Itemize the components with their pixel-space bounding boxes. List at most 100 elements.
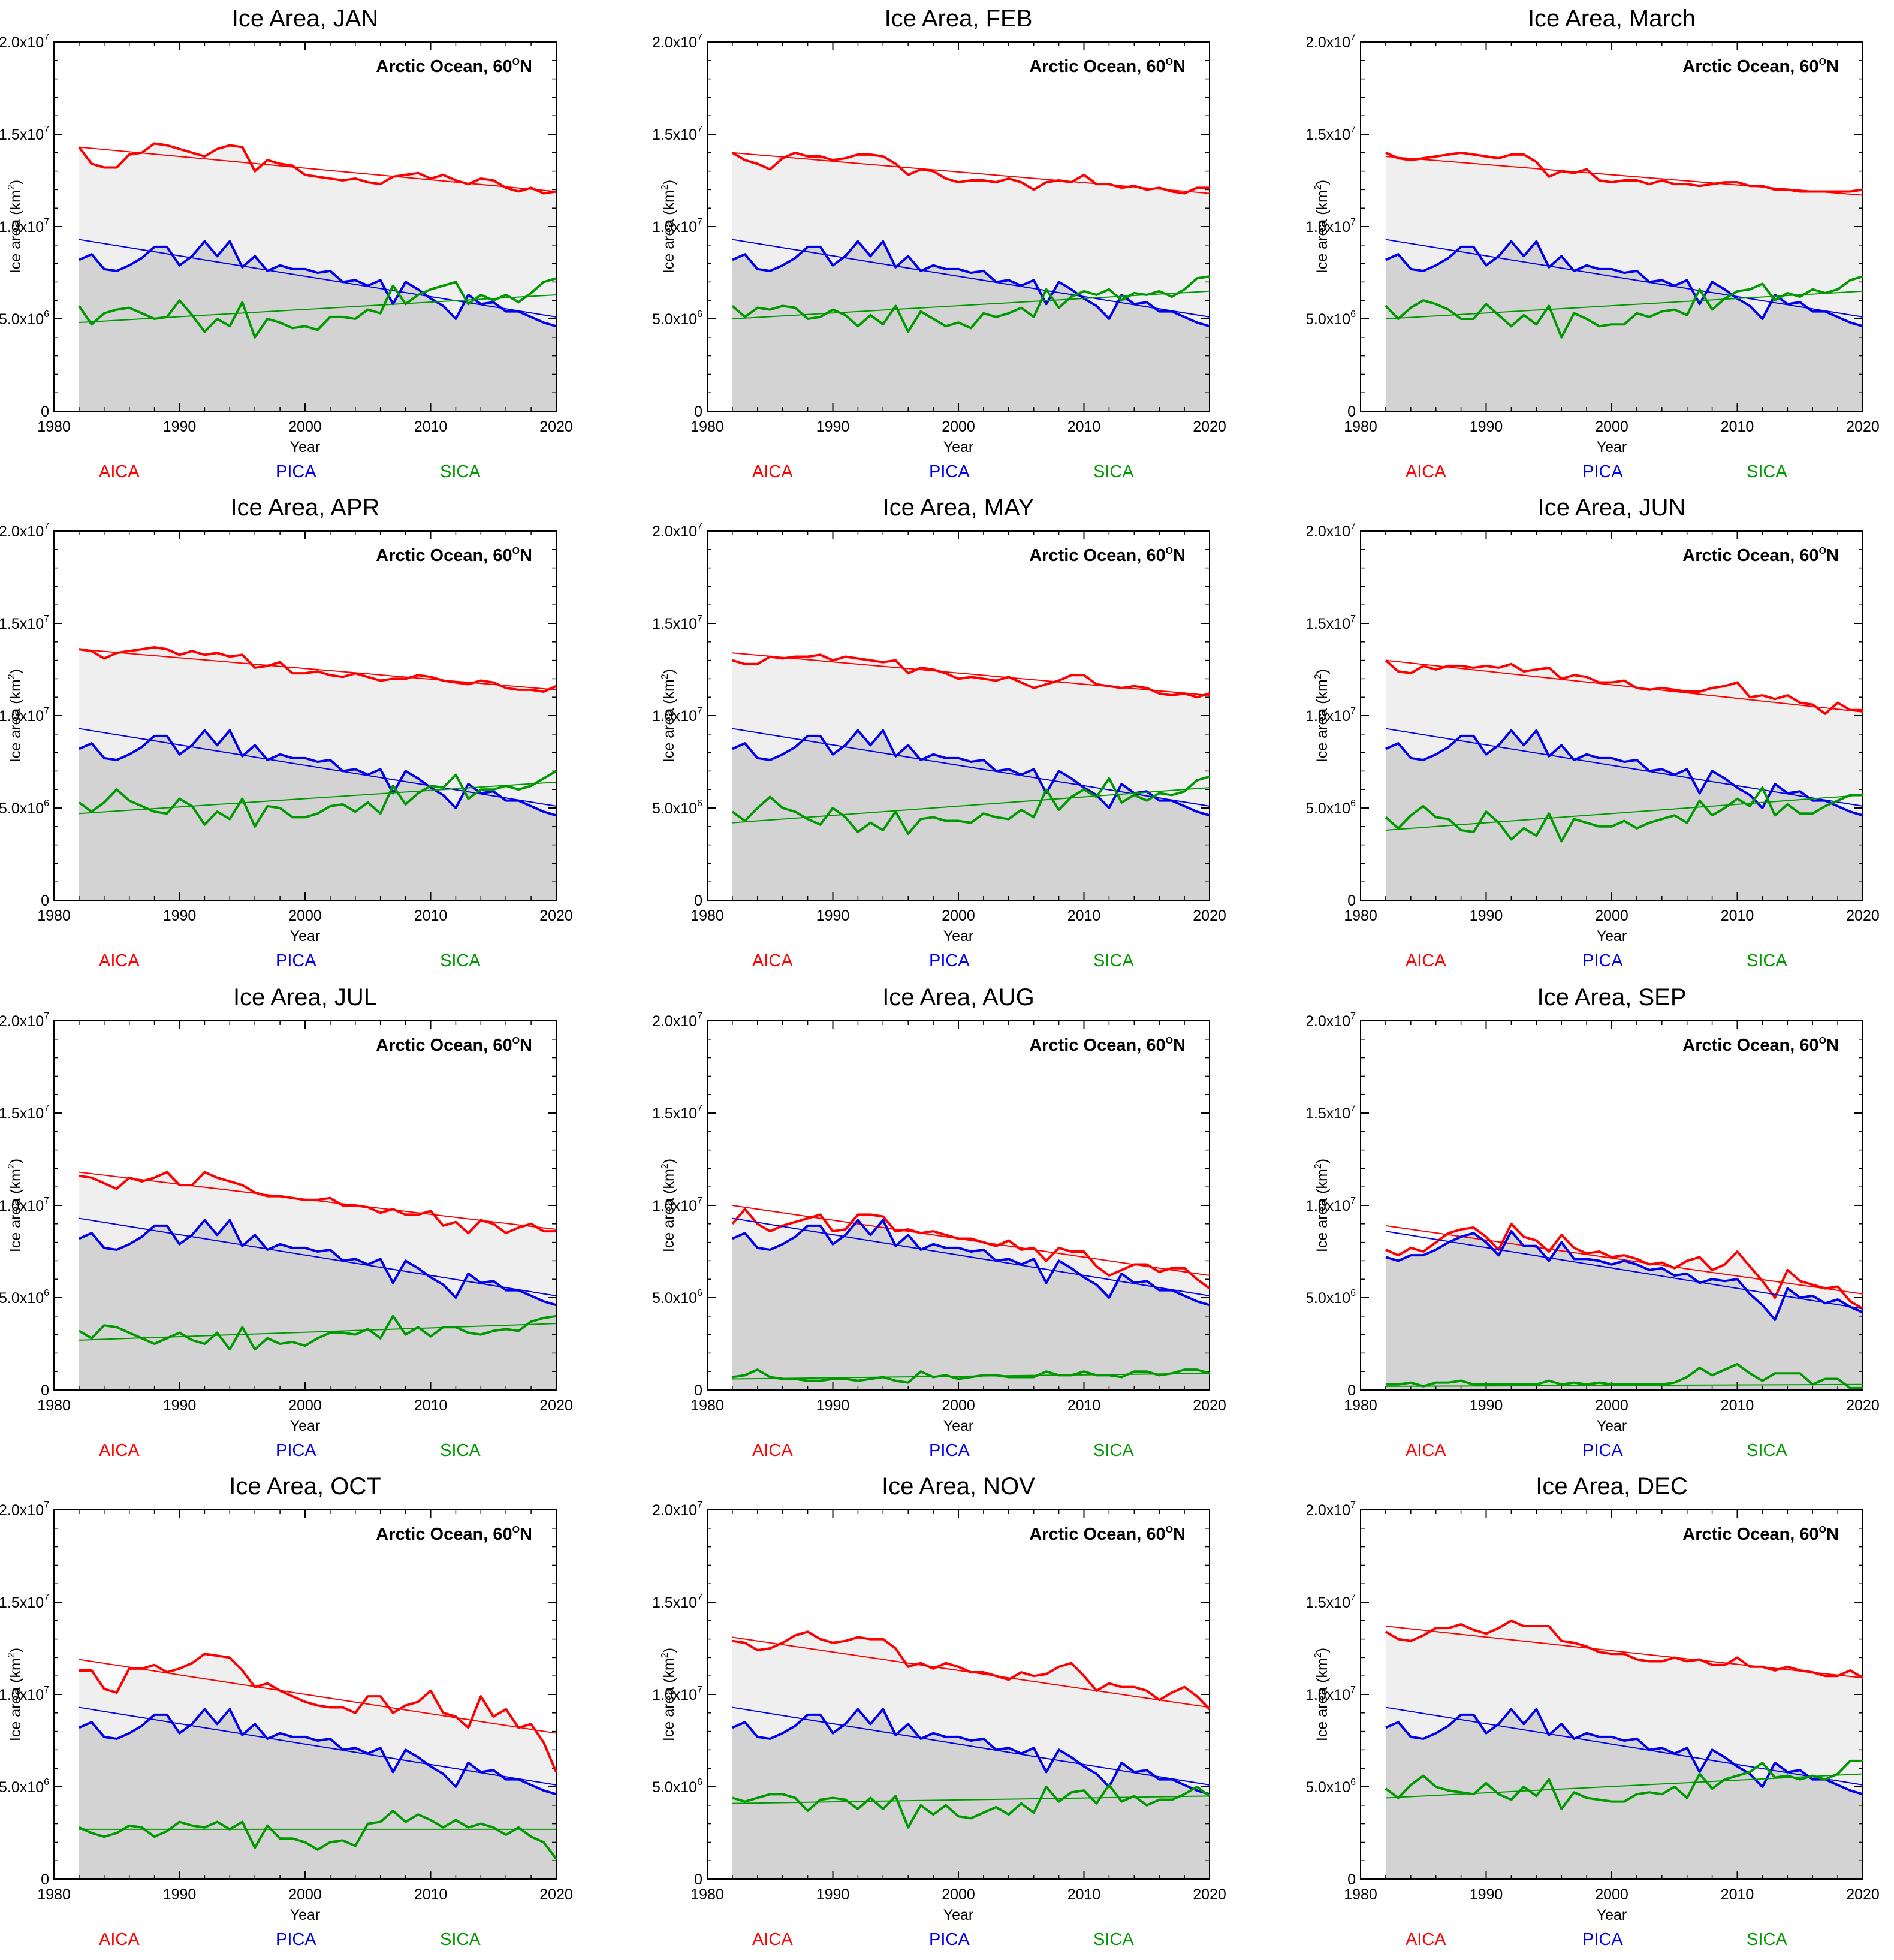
y-tick-label: 1.5x107 <box>0 125 49 143</box>
region-label-text: Arctic Ocean, 60 <box>376 57 512 76</box>
y-axis-label-close: ) <box>661 1159 677 1163</box>
region-label-text: Arctic Ocean, 60 <box>1682 1036 1818 1055</box>
y-tick-mantissa: 5.0x10 <box>1307 1779 1350 1796</box>
aica-trend-line <box>1385 659 1863 713</box>
x-tick-label: 1990 <box>816 1886 850 1903</box>
y-tick-mantissa: 0 <box>694 1382 702 1399</box>
y-tick-exponent: 7 <box>44 1685 49 1695</box>
pica-series-line <box>1385 729 1863 817</box>
y-axis-label-exponent: 2 <box>660 1653 670 1658</box>
x-tick-label: 1980 <box>690 907 724 924</box>
y-axis-label-close: ) <box>661 1648 677 1653</box>
x-tick-label: 2010 <box>414 1397 448 1414</box>
legend-sica: SICA <box>1747 1930 1787 1949</box>
region-label-text: Arctic Ocean, 60 <box>1029 57 1165 76</box>
y-axis-label-close: ) <box>1314 669 1331 674</box>
y-tick-label: 1.0x107 <box>0 706 49 725</box>
y-tick-mantissa: 5.0x10 <box>0 311 44 328</box>
y-tick-exponent: 7 <box>44 1011 49 1021</box>
pica-trend-line <box>732 1706 1210 1786</box>
region-label-tail: N <box>1173 1036 1186 1055</box>
x-tick-label: 2020 <box>1846 418 1880 435</box>
y-tick-mantissa: 1.0x10 <box>1307 708 1350 725</box>
x-tick-label: 2020 <box>539 1886 573 1903</box>
perennial-ice-fill <box>1385 241 1863 411</box>
sica-series-line <box>732 1368 1210 1384</box>
y-tick-exponent: 7 <box>44 1500 49 1510</box>
region-degree-mark: O <box>1819 1036 1826 1046</box>
perennial-ice-fill <box>732 1709 1210 1879</box>
y-axis-label: Ice area (km2) <box>1313 180 1331 273</box>
y-tick-mantissa: 2.0x10 <box>0 1013 44 1030</box>
y-tick-mantissa: 1.5x10 <box>0 616 44 632</box>
region-degree-mark: O <box>512 57 520 67</box>
x-tick-label: 1980 <box>37 418 71 435</box>
chart-panel-4: 0 5.0x106 1.0x107 1.5x107 2.0x107 1980 1990 200… <box>0 489 587 978</box>
x-tick-label: 1980 <box>37 1397 71 1414</box>
sica-series-line <box>1385 1362 1863 1389</box>
panel-title: Ice Area, APR <box>230 494 379 521</box>
y-tick-mantissa: 1.0x10 <box>1307 219 1350 236</box>
legend-aica: AICA <box>1406 951 1446 970</box>
x-axis-label: Year <box>1597 928 1627 945</box>
y-axis-label-close: ) <box>7 1159 24 1163</box>
x-tick-label: 2000 <box>288 907 322 924</box>
x-tick-label: 2010 <box>1721 1886 1754 1903</box>
y-tick-mantissa: 2.0x10 <box>653 523 697 540</box>
perennial-ice-fill <box>79 730 556 900</box>
sica-trend-line <box>79 1323 557 1341</box>
chart-panel-9: 0 5.0x106 1.0x107 1.5x107 2.0x107 1980 1990 200… <box>1305 979 1894 1468</box>
x-tick-label: 2020 <box>1193 418 1226 435</box>
legend-sica: SICA <box>440 462 481 481</box>
region-label: Arctic Ocean, 60ON <box>1029 1036 1186 1055</box>
y-tick-mantissa: 1.5x10 <box>1307 1594 1350 1611</box>
y-tick-mantissa: 1.5x10 <box>653 1594 697 1611</box>
y-tick-label: 1.5x107 <box>1307 1103 1356 1122</box>
aica-series-line <box>79 646 557 693</box>
y-tick-mantissa: 1.5x10 <box>0 1105 44 1122</box>
y-tick-exponent: 7 <box>1350 706 1356 716</box>
region-label-tail: N <box>520 1525 532 1544</box>
y-axis-label-close: ) <box>1314 180 1331 185</box>
x-tick-label: 2020 <box>1193 907 1226 924</box>
region-label-text: Arctic Ocean, 60 <box>1682 57 1818 76</box>
aica-series-line <box>1385 659 1863 715</box>
panel-title: Ice Area, NOV <box>882 1473 1035 1500</box>
y-tick-exponent: 6 <box>697 1777 702 1787</box>
y-tick-label: 2.0x107 <box>1307 1011 1356 1030</box>
y-tick-mantissa: 5.0x10 <box>0 1290 44 1307</box>
y-tick-label: 1.5x107 <box>653 125 702 143</box>
x-tick-label: 2000 <box>1595 1886 1628 1903</box>
region-label: Arctic Ocean, 60ON <box>1029 546 1186 565</box>
y-tick-mantissa: 2.0x10 <box>0 1502 44 1519</box>
x-tick-label: 2000 <box>1595 1397 1628 1414</box>
y-tick-label: 2.0x107 <box>0 521 49 540</box>
chart-panel-10: 0 5.0x106 1.0x107 1.5x107 2.0x107 1980 1990 200… <box>0 1468 587 1957</box>
region-label: Arctic Ocean, 60ON <box>376 1036 532 1055</box>
y-tick-label: 0 <box>694 1871 702 1888</box>
y-tick-exponent: 6 <box>44 309 49 319</box>
legend-pica: PICA <box>276 1441 316 1460</box>
x-tick-label: 2010 <box>1067 907 1101 924</box>
y-tick-label: 1.5x107 <box>0 614 49 632</box>
aica-series-line <box>732 653 1210 699</box>
panel-title: Ice Area, JAN <box>232 5 379 32</box>
x-tick-label: 2000 <box>288 418 322 435</box>
pica-trend-line <box>732 239 1210 318</box>
region-degree-mark: O <box>512 1525 520 1535</box>
region-label-tail: N <box>1826 57 1839 76</box>
y-tick-exponent: 7 <box>1350 32 1356 43</box>
region-label-tail: N <box>1173 1525 1186 1544</box>
region-label-text: Arctic Ocean, 60 <box>376 1525 512 1544</box>
aica-trend-line <box>79 1659 557 1734</box>
y-tick-exponent: 7 <box>1350 1500 1356 1510</box>
y-axis-label-exponent: 2 <box>7 1163 17 1169</box>
x-tick-label: 2000 <box>942 1397 975 1414</box>
x-tick-label: 2000 <box>942 1886 975 1903</box>
